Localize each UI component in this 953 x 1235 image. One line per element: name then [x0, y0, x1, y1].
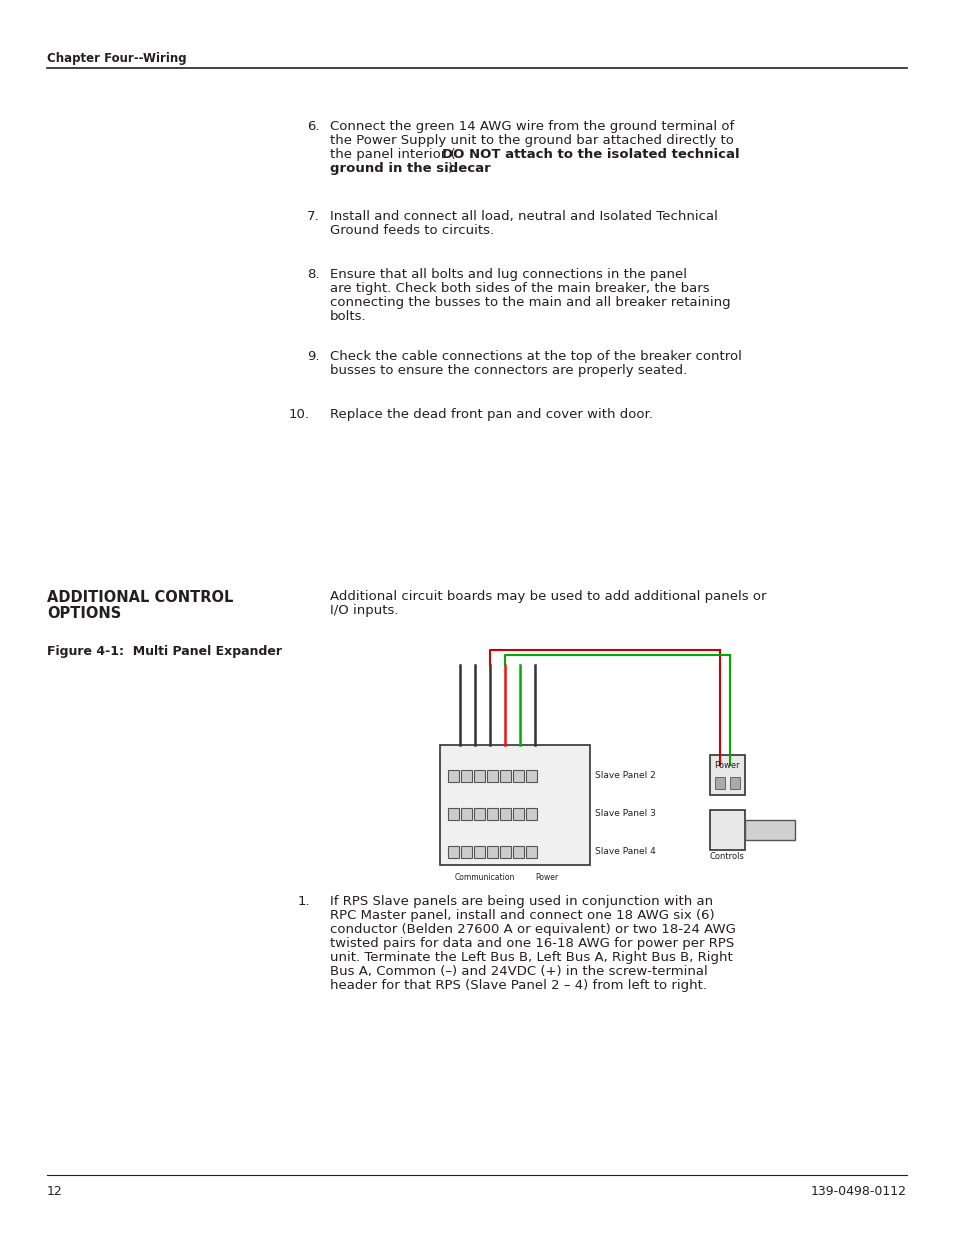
Bar — [474, 846, 484, 858]
Text: Check the cable connections at the top of the breaker control: Check the cable connections at the top o… — [330, 350, 741, 363]
Text: I/O inputs.: I/O inputs. — [330, 604, 398, 618]
Text: header for that RPS (Slave Panel 2 – 4) from left to right.: header for that RPS (Slave Panel 2 – 4) … — [330, 979, 706, 992]
Bar — [486, 808, 497, 820]
Bar — [439, 745, 589, 864]
Bar — [499, 846, 511, 858]
Text: 7.: 7. — [307, 210, 319, 224]
Text: Ground feeds to circuits.: Ground feeds to circuits. — [330, 224, 494, 237]
Text: Slave Panel 4: Slave Panel 4 — [595, 847, 655, 857]
Text: Controls: Controls — [709, 852, 743, 861]
Bar — [474, 769, 484, 782]
Text: 9.: 9. — [307, 350, 319, 363]
Bar — [499, 769, 511, 782]
Text: the Power Supply unit to the ground bar attached directly to: the Power Supply unit to the ground bar … — [330, 135, 733, 147]
Bar — [714, 777, 724, 789]
Bar — [513, 769, 523, 782]
Text: twisted pairs for data and one 16-18 AWG for power per RPS: twisted pairs for data and one 16-18 AWG… — [330, 937, 734, 950]
Text: ADDITIONAL CONTROL: ADDITIONAL CONTROL — [47, 590, 233, 605]
Bar — [499, 808, 511, 820]
Text: Power: Power — [535, 873, 558, 882]
Text: connecting the busses to the main and all breaker retaining: connecting the busses to the main and al… — [330, 296, 730, 309]
Bar — [709, 755, 744, 795]
Text: are tight. Check both sides of the main breaker, the bars: are tight. Check both sides of the main … — [330, 282, 709, 295]
Text: RPC Master panel, install and connect one 18 AWG six (6): RPC Master panel, install and connect on… — [330, 909, 714, 923]
Text: bolts.: bolts. — [330, 310, 366, 324]
Text: Power: Power — [714, 761, 739, 769]
Bar — [486, 846, 497, 858]
Text: 139-0498-0112: 139-0498-0112 — [810, 1186, 906, 1198]
Bar — [448, 769, 458, 782]
Bar — [448, 808, 458, 820]
Bar — [525, 846, 537, 858]
Bar — [525, 769, 537, 782]
Bar — [460, 769, 472, 782]
Bar — [460, 846, 472, 858]
Text: Ensure that all bolts and lug connections in the panel: Ensure that all bolts and lug connection… — [330, 268, 686, 282]
Text: the panel interior (: the panel interior ( — [330, 148, 456, 161]
Bar — [744, 820, 794, 840]
Text: Communication: Communication — [455, 873, 515, 882]
Text: unit. Terminate the Left Bus B, Left Bus A, Right Bus B, Right: unit. Terminate the Left Bus B, Left Bus… — [330, 951, 732, 965]
Text: Bus A, Common (–) and 24VDC (+) in the screw-terminal: Bus A, Common (–) and 24VDC (+) in the s… — [330, 965, 707, 978]
Bar — [486, 769, 497, 782]
Bar — [460, 808, 472, 820]
Text: Slave Panel 3: Slave Panel 3 — [595, 809, 655, 819]
Text: Connect the green 14 AWG wire from the ground terminal of: Connect the green 14 AWG wire from the g… — [330, 120, 734, 133]
Text: Chapter Four--Wiring: Chapter Four--Wiring — [47, 52, 187, 65]
Text: Figure 4-1:  Multi Panel Expander: Figure 4-1: Multi Panel Expander — [47, 645, 282, 658]
Text: busses to ensure the connectors are properly seated.: busses to ensure the connectors are prop… — [330, 364, 686, 377]
Text: 8.: 8. — [307, 268, 319, 282]
Text: DO NOT attach to the isolated technical: DO NOT attach to the isolated technical — [441, 148, 739, 161]
Bar — [513, 846, 523, 858]
Bar — [448, 846, 458, 858]
Bar — [474, 808, 484, 820]
Bar — [525, 808, 537, 820]
Text: 12: 12 — [47, 1186, 63, 1198]
Text: Slave Panel 2: Slave Panel 2 — [595, 772, 655, 781]
Bar — [729, 777, 740, 789]
Text: Replace the dead front pan and cover with door.: Replace the dead front pan and cover wit… — [330, 408, 652, 421]
Text: conductor (Belden 27600 A or equivalent) or two 18-24 AWG: conductor (Belden 27600 A or equivalent)… — [330, 923, 735, 936]
Bar — [513, 808, 523, 820]
Text: If RPS Slave panels are being used in conjunction with an: If RPS Slave panels are being used in co… — [330, 895, 713, 908]
Text: Install and connect all load, neutral and Isolated Technical: Install and connect all load, neutral an… — [330, 210, 717, 224]
Text: 6.: 6. — [307, 120, 319, 133]
Text: 1.: 1. — [297, 895, 310, 908]
Text: ).: ). — [447, 162, 456, 175]
Text: 10.: 10. — [289, 408, 310, 421]
Text: Additional circuit boards may be used to add additional panels or: Additional circuit boards may be used to… — [330, 590, 765, 603]
Text: ground in the sidecar: ground in the sidecar — [330, 162, 490, 175]
Text: OPTIONS: OPTIONS — [47, 606, 121, 621]
Bar — [709, 810, 744, 850]
